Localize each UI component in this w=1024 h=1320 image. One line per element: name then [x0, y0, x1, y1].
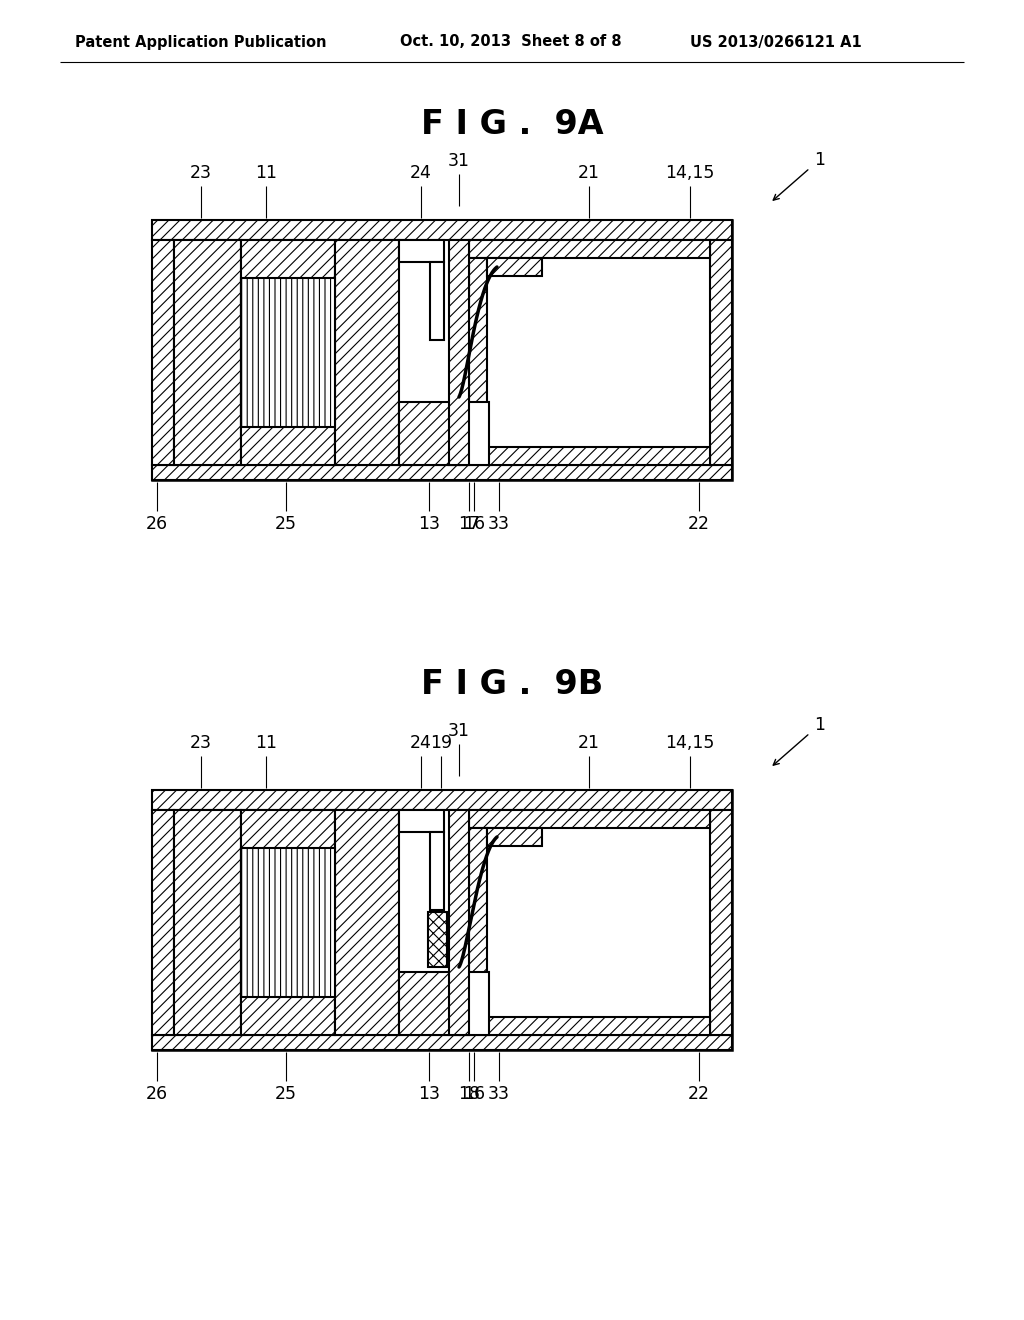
Bar: [487, 1016, 710, 1035]
Text: 14,15: 14,15: [666, 734, 715, 752]
Bar: [152, 240, 174, 465]
Text: 22: 22: [688, 1085, 710, 1104]
Bar: [152, 1035, 732, 1049]
Text: 21: 21: [578, 164, 600, 182]
Bar: [469, 810, 710, 1035]
Bar: [449, 240, 469, 465]
Text: 17: 17: [458, 515, 480, 533]
Bar: [469, 828, 487, 1016]
Text: 22: 22: [688, 515, 710, 533]
Bar: [710, 810, 732, 1035]
Bar: [469, 240, 710, 257]
Bar: [152, 465, 732, 480]
Text: 18: 18: [458, 1085, 480, 1104]
Bar: [430, 832, 444, 909]
Text: 33: 33: [488, 1085, 510, 1104]
Text: 13: 13: [418, 515, 440, 533]
Text: 23: 23: [190, 164, 212, 182]
Bar: [174, 810, 241, 1035]
Bar: [399, 972, 460, 1035]
Text: 16: 16: [463, 515, 485, 533]
Bar: [335, 240, 399, 465]
Bar: [399, 403, 460, 465]
Text: 16: 16: [463, 1085, 485, 1104]
Text: 26: 26: [146, 515, 168, 533]
Text: 31: 31: [449, 722, 470, 741]
Bar: [449, 810, 469, 1035]
Text: Patent Application Publication: Patent Application Publication: [75, 34, 327, 49]
Bar: [469, 810, 710, 828]
Text: 24: 24: [410, 734, 432, 752]
Bar: [430, 261, 444, 341]
Text: Oct. 10, 2013  Sheet 8 of 8: Oct. 10, 2013 Sheet 8 of 8: [400, 34, 622, 49]
Bar: [152, 789, 732, 810]
Text: 11: 11: [255, 164, 278, 182]
Text: 14,15: 14,15: [666, 164, 715, 182]
Text: F I G .  9A: F I G . 9A: [421, 108, 603, 141]
Bar: [469, 257, 487, 447]
Bar: [335, 810, 399, 1035]
Bar: [152, 810, 174, 1035]
Bar: [174, 240, 241, 465]
Bar: [428, 912, 447, 968]
Text: 26: 26: [146, 1085, 168, 1104]
Bar: [152, 220, 732, 240]
Text: 31: 31: [449, 152, 470, 170]
Bar: [152, 220, 732, 480]
Bar: [487, 447, 710, 465]
Bar: [460, 972, 489, 1035]
Text: US 2013/0266121 A1: US 2013/0266121 A1: [690, 34, 862, 49]
Text: 23: 23: [190, 734, 212, 752]
Bar: [152, 789, 732, 1049]
Bar: [241, 240, 335, 465]
Text: 21: 21: [578, 734, 600, 752]
Bar: [241, 847, 335, 997]
Bar: [399, 810, 444, 832]
Bar: [460, 403, 489, 465]
Bar: [710, 240, 732, 465]
Bar: [469, 240, 710, 465]
Bar: [399, 240, 444, 261]
Text: 1: 1: [814, 715, 825, 734]
Text: F I G .  9B: F I G . 9B: [421, 668, 603, 701]
Text: 24: 24: [410, 164, 432, 182]
Text: 33: 33: [488, 515, 510, 533]
Text: 25: 25: [275, 515, 297, 533]
Text: 25: 25: [275, 1085, 297, 1104]
Bar: [487, 828, 542, 846]
Text: 13: 13: [418, 1085, 440, 1104]
Bar: [241, 810, 335, 1035]
Bar: [241, 279, 335, 426]
Text: 1: 1: [814, 150, 825, 169]
Text: 11: 11: [255, 734, 278, 752]
Bar: [487, 257, 542, 276]
Text: 19: 19: [430, 734, 452, 752]
